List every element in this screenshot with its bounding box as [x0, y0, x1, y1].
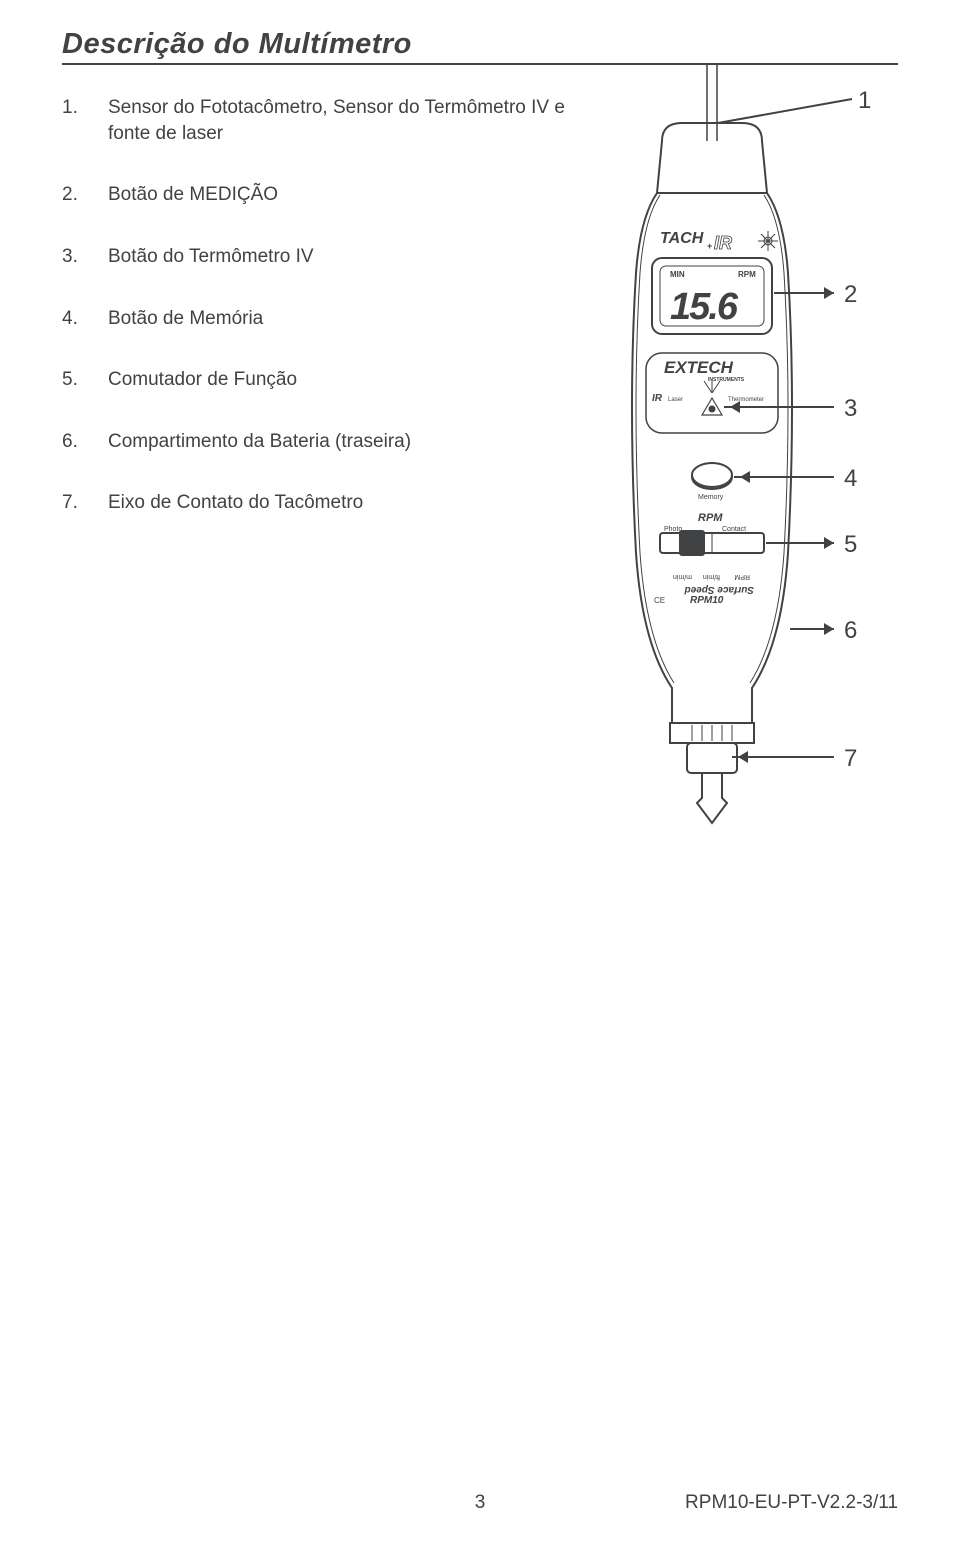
device-figure: TACH IR + MIN RPM 15.6 EXTECH INSTRUMENT…	[582, 93, 898, 843]
svg-text:Thermometer: Thermometer	[728, 397, 764, 403]
description-list: 1. Sensor do Fototacômetro, Sensor do Te…	[62, 93, 582, 843]
list-item: 6. Compartimento da Bateria (traseira)	[62, 429, 582, 455]
svg-text:MIN: MIN	[670, 270, 685, 279]
page-title: Descrição do Multímetro	[62, 28, 898, 65]
svg-text:RPM10: RPM10	[690, 595, 724, 606]
item-text: Botão do Termômetro IV	[108, 244, 582, 270]
doc-id: RPM10-EU-PT-V2.2-3/11	[685, 1492, 898, 1514]
page-footer: 3 RPM10-EU-PT-V2.2-3/11	[62, 1492, 898, 1514]
svg-text:RPM: RPM	[734, 573, 750, 580]
svg-text:Laser: Laser	[668, 397, 683, 403]
svg-text:IR: IR	[714, 233, 732, 253]
svg-text:Contact: Contact	[722, 526, 746, 533]
item-number: 2.	[62, 182, 108, 208]
item-text: Botão de Memória	[108, 306, 582, 332]
list-item: 5. Comutador de Função	[62, 367, 582, 393]
list-item: 7. Eixo de Contato do Tacômetro	[62, 490, 582, 516]
item-text: Sensor do Fototacômetro, Sensor do Termô…	[108, 95, 582, 146]
svg-text:TACH: TACH	[660, 230, 704, 247]
callout-5: 5	[844, 531, 857, 559]
item-number: 1.	[62, 95, 108, 146]
svg-text:Memory: Memory	[698, 494, 724, 501]
item-number: 6.	[62, 429, 108, 455]
callout-1: 1	[858, 87, 871, 115]
svg-text:ft/min: ft/min	[703, 573, 720, 580]
content-row: 1. Sensor do Fototacômetro, Sensor do Te…	[62, 93, 898, 843]
device-svg: TACH IR + MIN RPM 15.6 EXTECH INSTRUMENT…	[552, 63, 912, 843]
list-item: 2. Botão de MEDIÇÃO	[62, 182, 582, 208]
item-number: 4.	[62, 306, 108, 332]
svg-text:m/min: m/min	[673, 573, 692, 580]
list-item: 3. Botão do Termômetro IV	[62, 244, 582, 270]
svg-text:RPM: RPM	[738, 270, 756, 279]
svg-text:RPM: RPM	[698, 512, 723, 524]
callout-4: 4	[844, 465, 857, 493]
callout-3: 3	[844, 395, 857, 423]
list-item: 4. Botão de Memória	[62, 306, 582, 332]
item-number: 5.	[62, 367, 108, 393]
svg-text:IR: IR	[652, 393, 663, 404]
callout-2: 2	[844, 281, 857, 309]
svg-text:Photo: Photo	[664, 526, 682, 533]
svg-text:+: +	[707, 241, 712, 251]
item-text: Comutador de Função	[108, 367, 582, 393]
item-text: Botão de MEDIÇÃO	[108, 182, 582, 208]
item-number: 7.	[62, 490, 108, 516]
svg-text:INSTRUMENTS: INSTRUMENTS	[708, 377, 745, 383]
callout-6: 6	[844, 617, 857, 645]
list-item: 1. Sensor do Fototacômetro, Sensor do Te…	[62, 95, 582, 146]
callout-7: 7	[844, 745, 857, 773]
svg-text:15.6: 15.6	[670, 286, 739, 328]
item-number: 3.	[62, 244, 108, 270]
svg-text:Surface Speed: Surface Speed	[684, 584, 754, 595]
svg-text:EXTECH: EXTECH	[664, 358, 734, 377]
page-number: 3	[475, 1492, 486, 1514]
item-text: Eixo de Contato do Tacômetro	[108, 490, 582, 516]
svg-text:CE: CE	[654, 596, 665, 605]
item-text: Compartimento da Bateria (traseira)	[108, 429, 582, 455]
